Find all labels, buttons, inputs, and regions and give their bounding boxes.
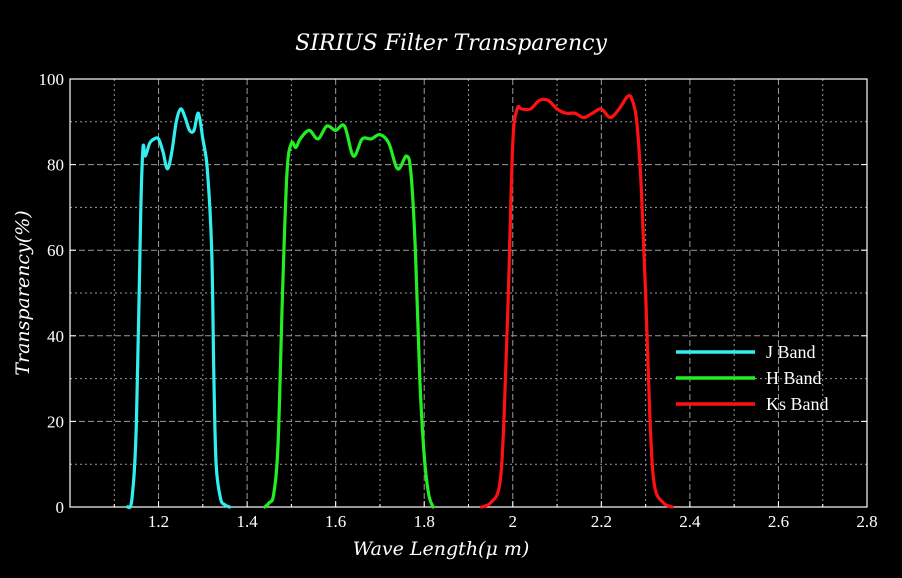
grid (70, 79, 867, 507)
series-line-2 (263, 123, 435, 509)
series-line-1 (125, 107, 231, 510)
x-tick-label: 2.8 (856, 512, 877, 531)
ticks: 1.2 1.4 1.6 1.8 2 2.2 2.4 2.6 2.8 0 20 40 60 80 100 (39, 70, 878, 531)
x-tick-label: 1.2 (148, 512, 169, 531)
x-tick-label: 2 (509, 512, 518, 531)
x-tick-label: 2.6 (768, 512, 789, 531)
y-tick-label: 40 (47, 327, 64, 346)
x-axis-label: Wave Length(μ m) (353, 538, 530, 560)
legend-label: H Band (766, 368, 822, 388)
series-line-3 (480, 94, 674, 509)
series-group (125, 94, 674, 510)
legend: J Band H Band Ks Band (676, 342, 829, 414)
y-tick-label: 20 (47, 412, 64, 431)
y-axis-label: Transparency(%) (12, 210, 34, 375)
y-tick-label: 100 (39, 70, 65, 89)
legend-label: J Band (766, 342, 816, 362)
chart-title: SIRIUS Filter Transparency (295, 31, 607, 56)
x-tick-label: 1.4 (236, 512, 258, 531)
legend-label: Ks Band (766, 394, 829, 414)
y-tick-label: 0 (56, 498, 65, 517)
x-tick-label: 2.2 (591, 512, 612, 531)
x-tick-label: 2.4 (679, 512, 701, 531)
x-tick-label: 1.8 (414, 512, 435, 531)
x-tick-label: 1.6 (325, 512, 346, 531)
y-tick-label: 80 (47, 156, 64, 175)
y-tick-label: 60 (47, 241, 64, 260)
